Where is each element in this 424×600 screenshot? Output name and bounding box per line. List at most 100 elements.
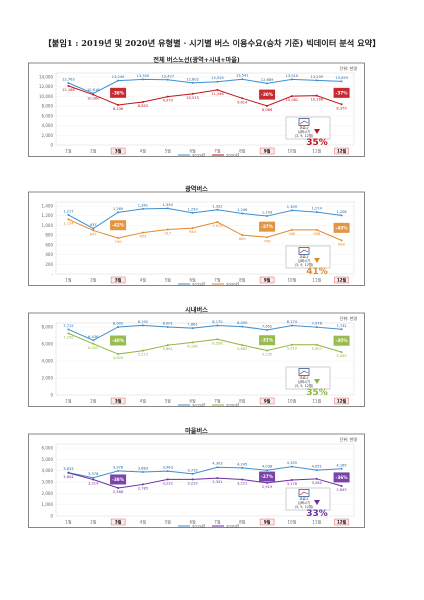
x-tick-label: 8월 — [239, 519, 246, 525]
chart-title: 광역버스 — [185, 186, 208, 193]
data-label-2020: 853 — [139, 235, 146, 239]
callout-text: 코로나 — [299, 125, 308, 130]
data-point-2019 — [315, 211, 318, 214]
data-label-2020: 5,861 — [163, 347, 173, 351]
x-tick-highlight — [259, 147, 275, 155]
data-label-2019: 4,165 — [336, 463, 346, 467]
x-tick-label: 4월 — [140, 277, 147, 283]
x-tick-label: 3월 — [115, 148, 122, 154]
data-label-2019: 13,510 — [286, 74, 299, 78]
x-tick-label: 7월 — [214, 398, 221, 404]
x-tick-label: 11월 — [312, 277, 321, 283]
data-point-2019 — [241, 78, 244, 81]
data-point-2020 — [290, 95, 293, 98]
y-tick-label: 8,000 — [42, 104, 54, 109]
legend-label-2019: 2019년 — [192, 152, 206, 157]
x-tick-label: 9월 — [264, 148, 271, 154]
data-point-2020 — [166, 228, 169, 231]
data-label-2020: 5,919 — [287, 347, 298, 351]
x-tick-label: 12월 — [337, 277, 347, 283]
data-label-2020: 3,341 — [212, 480, 222, 484]
change-label: -30% — [261, 92, 274, 98]
data-label-2020: 6,196 — [187, 344, 198, 348]
unit-label: 단위: 천명 — [340, 315, 358, 321]
data-label-2019: 13,249 — [112, 75, 125, 79]
y-tick-label: 2,000 — [42, 491, 54, 496]
y-tick-label: 1,200 — [42, 213, 54, 218]
data-label-2019: 13,500 — [137, 74, 150, 78]
trend-down-icon — [299, 370, 309, 375]
change-label: -42% — [112, 223, 125, 229]
data-label-2019: 6,436 — [88, 335, 99, 339]
data-label-2020: 917 — [164, 231, 171, 235]
chart-sinae: 0 2,000 4,000 6,000 8,000 1월 2월 3월 4월 5월 6월 7월 8월 9월 1… — [28, 312, 365, 407]
x-tick-label: 7월 — [214, 277, 221, 283]
data-label-2019: 4,038 — [262, 465, 273, 469]
data-label-2019: 7,712 — [63, 324, 73, 328]
data-label-2019: 12,802 — [186, 77, 199, 81]
change-label: -43% — [336, 225, 349, 231]
data-label-2020: 5,215 — [138, 353, 148, 357]
data-label-2020: 10,360 — [87, 97, 100, 101]
y-tick-label: 200 — [45, 262, 53, 267]
y-tick-label: 3,000 — [42, 480, 54, 485]
data-point-2020 — [141, 231, 144, 234]
y-tick-label: 2,000 — [42, 376, 54, 381]
data-label-2020: 3,280 — [312, 481, 323, 485]
y-tick-label: 6,000 — [42, 342, 54, 347]
callout-text: 코로나 — [299, 375, 308, 380]
data-point-2020 — [340, 351, 343, 354]
data-label-2019: 8,192 — [138, 320, 148, 324]
data-label-2020: 3,229 — [187, 481, 198, 485]
data-point-2019 — [67, 82, 70, 85]
data-point-2020 — [92, 342, 95, 345]
data-point-2020 — [141, 483, 144, 486]
data-point-2020 — [191, 227, 194, 230]
y-tick-label: 1,000 — [42, 223, 54, 228]
data-point-2020 — [191, 341, 194, 344]
data-point-2019 — [216, 466, 219, 469]
x-tick-label: 6월 — [189, 277, 196, 283]
data-point-2019 — [290, 78, 293, 81]
x-tick-label: 7월 — [214, 148, 221, 154]
unit-label: 단위: 천명 — [340, 436, 358, 442]
x-tick-label: 2월 — [90, 277, 97, 283]
change-box — [110, 220, 127, 231]
x-tick-label: 10월 — [288, 398, 297, 404]
y-tick-label: 5,000 — [42, 457, 54, 462]
data-label-2020: 3,221 — [237, 481, 247, 485]
callout-text: (3, 9, 12월) — [295, 262, 314, 267]
down-arrow-icon — [314, 500, 320, 505]
y-tick-label: - — [52, 272, 54, 277]
monitor-icon — [298, 118, 310, 126]
data-point-2020 — [266, 104, 269, 107]
monitor-icon — [298, 489, 310, 497]
data-point-2020 — [92, 478, 95, 481]
data-point-2020 — [191, 478, 194, 481]
data-point-2020 — [166, 478, 169, 481]
down-arrow-icon — [314, 379, 320, 384]
data-label-2019: 1,259 — [187, 207, 198, 211]
data-point-2020 — [340, 103, 343, 106]
data-label-2019: 1,246 — [237, 208, 248, 212]
trend-down-icon — [299, 249, 309, 254]
callout-box — [285, 245, 331, 269]
x-tick-label: 3월 — [115, 277, 122, 283]
data-label-2020: 5,235 — [262, 353, 272, 357]
change-label: -37% — [336, 90, 349, 96]
callout-text: 코로나 — [299, 254, 308, 259]
data-point-2020 — [266, 349, 269, 352]
data-point-2019 — [340, 328, 343, 331]
data-label-2019: 1,208 — [336, 210, 347, 214]
change-box — [110, 335, 127, 346]
data-point-2020 — [117, 487, 120, 490]
data-point-2020 — [191, 92, 194, 95]
page-title: 【붙임1 : 2019년 및 2020년 유형별 · 시기별 버스 이용수요(승… — [43, 38, 381, 48]
data-label-2019: 937 — [90, 223, 97, 227]
data-label-2020: 10,166 — [310, 98, 323, 102]
data-point-2019 — [340, 214, 343, 217]
data-label-2019: 3,378 — [88, 472, 99, 476]
series-line-2019 — [68, 207, 342, 230]
callout-text: 심화시기 — [298, 379, 310, 384]
data-point-2020 — [290, 478, 293, 481]
